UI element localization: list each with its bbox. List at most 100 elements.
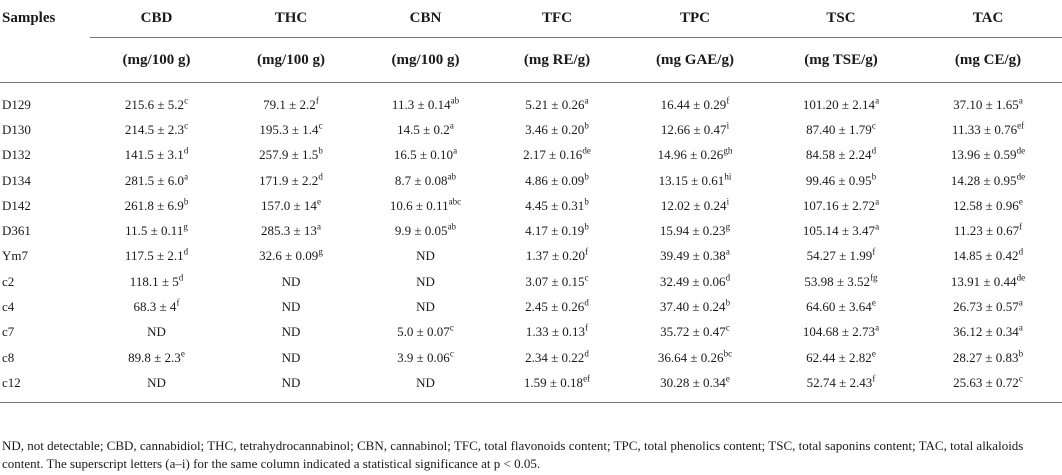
cell-thc: 257.9 ± 1.5b <box>223 143 359 168</box>
significance-letter: ef <box>583 373 591 384</box>
significance-letter: a <box>453 145 458 156</box>
cell-tsc: 101.20 ± 2.14a <box>768 92 914 117</box>
cell-value: 105.14 ± 3.47 <box>802 223 876 239</box>
header-tpc: TPC <box>622 0 768 38</box>
cell-tpc: 39.49 ± 0.38a <box>622 244 768 269</box>
significance-letter: d <box>1018 247 1024 258</box>
cell-tsc: 99.46 ± 0.95b <box>768 168 914 193</box>
table-footnote: ND, not detectable; CBD, cannabidiol; TH… <box>2 438 1024 471</box>
cell-value: 2.34 ± 0.22 <box>525 349 585 365</box>
header-cbn: CBN <box>359 0 492 38</box>
significance-letter: a <box>449 120 454 131</box>
header-row-units: (mg/100 g) (mg/100 g) (mg/100 g) (mg RE/… <box>0 37 1062 83</box>
cell-value: 68.3 ± 4 <box>133 299 177 315</box>
cell-cbd: 141.5 ± 3.1d <box>90 143 223 168</box>
sample-name: D132 <box>2 147 31 163</box>
significance-letter: b <box>725 297 731 308</box>
unit-cbd: (mg/100 g) <box>90 37 223 83</box>
cell-value: 2.45 ± 0.26 <box>525 299 585 315</box>
unit-tsc: (mg TSE/g) <box>768 37 914 83</box>
significance-letter: d <box>584 297 589 308</box>
cell-value: 215.6 ± 5.2 <box>124 96 185 112</box>
cell-tac: 26.73 ± 0.57a <box>914 294 1062 319</box>
cell-tsc: 105.14 ± 3.47a <box>768 218 914 243</box>
significance-letter: ef <box>1017 120 1025 131</box>
cell-tsc: 107.16 ± 2.72a <box>768 193 914 218</box>
sample-name: D361 <box>2 223 31 239</box>
cell-value: 12.02 ± 0.24 <box>660 197 727 213</box>
header-cbd: CBD <box>90 0 223 38</box>
significance-letter: a <box>316 221 321 232</box>
significance-letter: fg <box>870 272 878 283</box>
cell-value: 11.3 ± 0.14 <box>391 96 451 112</box>
table-row: D134 281.5 ± 6.0a 171.9 ± 2.2d 8.7 ± 0.08ab… <box>0 168 1062 193</box>
significance-letter: d <box>183 247 189 258</box>
significance-letter: b <box>584 171 589 182</box>
cell-cbd: 118.1 ± 5d <box>90 269 223 294</box>
significance-letter: a <box>584 95 589 106</box>
cell-tac: 37.10 ± 1.65a <box>914 92 1062 117</box>
cell-tpc: 14.96 ± 0.26gh <box>622 143 768 168</box>
cell-tac: 12.58 ± 0.96e <box>914 193 1062 218</box>
cell-value: 8.7 ± 0.08 <box>394 172 448 188</box>
significance-letter: a <box>875 95 880 106</box>
cell-cbn: ND <box>359 244 492 269</box>
cell-value: 157.0 ± 14 <box>261 197 317 213</box>
cell-tpc: 37.40 ± 0.24b <box>622 294 768 319</box>
cell-value: 11.5 ± 0.11 <box>125 223 184 239</box>
sample-name: c4 <box>2 299 15 315</box>
cell-value: 14.5 ± 0.2 <box>397 121 450 137</box>
cell-cbd: 89.8 ± 2.3e <box>90 345 223 370</box>
sample-name: c8 <box>2 349 15 365</box>
cell-tfc: 4.17 ± 0.19b <box>492 218 622 243</box>
cell-value: 37.10 ± 1.65 <box>953 96 1019 112</box>
cell-cbn: 16.5 ± 0.10a <box>359 143 492 168</box>
cell-tsc: 53.98 ± 3.52fg <box>768 269 914 294</box>
cell-cbd: 117.5 ± 2.1d <box>90 244 223 269</box>
table-end-rule <box>0 395 1062 403</box>
cell-cbd: 261.8 ± 6.9b <box>90 193 223 218</box>
significance-letter: b <box>1018 348 1024 359</box>
cell-value: 1.59 ± 0.18 <box>523 374 584 390</box>
cell-value: 11.33 ± 0.76 <box>951 121 1018 137</box>
cell-tpc: 16.44 ± 0.29f <box>622 92 768 117</box>
cell-thc: ND <box>223 320 359 345</box>
unit-tac: (mg CE/g) <box>914 37 1062 83</box>
cell-value: ND <box>281 374 301 390</box>
cell-value: 195.3 ± 1.4 <box>259 121 319 137</box>
significance-letter: gh <box>723 145 733 156</box>
cell-value: 32.6 ± 0.09 <box>259 248 319 264</box>
cell-value: 4.45 ± 0.31 <box>525 197 585 213</box>
table-row: D361 11.5 ± 0.11g 285.3 ± 13a 9.9 ± 0.05ab 4… <box>0 218 1062 243</box>
table-row: c12 ND ND ND 1.59 ± 0.18ef 30.28 ± 0.34e 52.74… <box>0 370 1062 395</box>
significance-letter: e <box>316 196 321 207</box>
cell-value: 12.58 ± 0.96 <box>953 197 1019 213</box>
cell-value: 118.1 ± 5 <box>129 273 179 289</box>
cell-value: 14.28 ± 0.95 <box>950 172 1017 188</box>
cell-value: 3.9 ± 0.06 <box>397 349 450 365</box>
header-samples: Samples <box>2 10 56 27</box>
significance-letter: de <box>1016 145 1026 156</box>
significance-letter: c <box>184 95 189 106</box>
cell-cbn: 3.9 ± 0.06c <box>359 345 492 370</box>
cell-tac: 14.28 ± 0.95de <box>914 168 1062 193</box>
cell-value: ND <box>281 324 301 340</box>
cell-thc: 79.1 ± 2.2f <box>223 92 359 117</box>
cell-value: 257.9 ± 1.5 <box>259 147 319 163</box>
cell-cbn: ND <box>359 370 492 395</box>
cell-value: 16.44 ± 0.29 <box>660 96 727 112</box>
cell-value: 64.60 ± 3.64 <box>806 299 872 315</box>
significance-letter: b <box>318 145 323 156</box>
cell-value: ND <box>147 324 166 340</box>
cell-tac: 28.27 ± 0.83b <box>914 345 1062 370</box>
header-tsc: TSC <box>768 0 914 38</box>
significance-letter: b <box>584 120 589 131</box>
cell-value: 285.3 ± 13 <box>261 223 317 239</box>
significance-letter: e <box>871 297 876 308</box>
cell-value: 141.5 ± 3.1 <box>124 147 184 163</box>
cell-tpc: 30.28 ± 0.34e <box>622 370 768 395</box>
cell-cbn: 9.9 ± 0.05ab <box>359 218 492 243</box>
cell-value: 14.85 ± 0.42 <box>952 248 1019 264</box>
cell-value: ND <box>281 273 301 289</box>
cell-value: ND <box>416 273 435 289</box>
